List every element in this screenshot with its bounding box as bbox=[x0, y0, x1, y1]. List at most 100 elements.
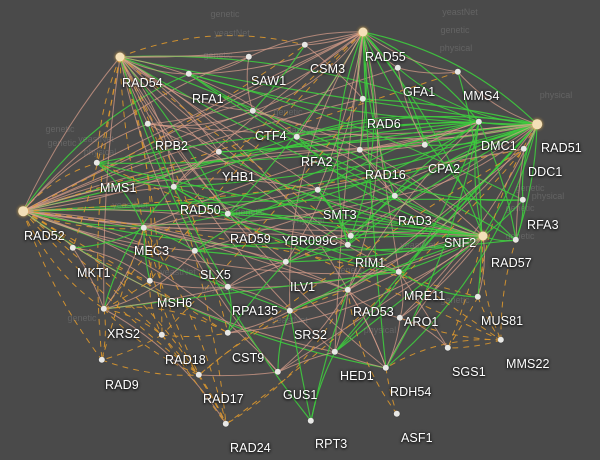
node-hed1[interactable] bbox=[331, 348, 339, 356]
node-rad50[interactable] bbox=[170, 183, 178, 191]
edge-yeastNet[interactable] bbox=[143, 227, 484, 237]
edge-physical[interactable] bbox=[397, 67, 538, 125]
node-msh6[interactable] bbox=[146, 277, 154, 285]
edge-yeastNet[interactable] bbox=[143, 148, 525, 229]
edge-yeastNet[interactable] bbox=[252, 31, 364, 112]
edge-genetic[interactable] bbox=[103, 308, 163, 336]
edge-yeastNet[interactable] bbox=[119, 56, 220, 153]
edge-genetic[interactable] bbox=[22, 210, 200, 376]
edge-genetic[interactable] bbox=[447, 339, 502, 349]
edge-physical[interactable] bbox=[478, 121, 517, 241]
edge-genetic[interactable] bbox=[119, 56, 502, 341]
edge-genetic[interactable] bbox=[481, 235, 502, 341]
node-rdh54[interactable] bbox=[382, 364, 390, 372]
edge-physical[interactable] bbox=[143, 227, 151, 282]
edge-genetic[interactable] bbox=[103, 280, 151, 310]
edge-yeastNet[interactable] bbox=[198, 371, 279, 377]
node-yhb1[interactable] bbox=[215, 148, 223, 156]
node-mre11[interactable] bbox=[395, 268, 403, 276]
edge-genetic[interactable] bbox=[225, 148, 525, 425]
edge-physical[interactable] bbox=[334, 235, 484, 353]
node-rad53[interactable] bbox=[344, 286, 352, 294]
node-mms1[interactable] bbox=[93, 159, 101, 167]
node-rim1[interactable] bbox=[344, 241, 352, 249]
edge-genetic[interactable] bbox=[385, 367, 398, 415]
edge-genetic[interactable] bbox=[101, 359, 200, 376]
node-slx5[interactable] bbox=[191, 247, 199, 255]
edge-yeastNet[interactable] bbox=[252, 110, 538, 140]
edge-genetic[interactable] bbox=[101, 227, 145, 361]
node-rad51[interactable] bbox=[532, 119, 542, 129]
edge-physical[interactable] bbox=[147, 123, 229, 288]
edge-yeastNet[interactable] bbox=[119, 56, 400, 273]
edge-physical[interactable] bbox=[385, 121, 480, 369]
edge-yeastNet[interactable] bbox=[72, 247, 105, 310]
edge-yeastNet[interactable] bbox=[399, 317, 449, 349]
edge-yeastNet[interactable] bbox=[188, 31, 364, 75]
node-gfa1[interactable] bbox=[394, 64, 402, 72]
edge-physical[interactable] bbox=[194, 250, 287, 263]
edge-yeastNet[interactable] bbox=[347, 148, 525, 291]
edge-genetic[interactable] bbox=[161, 98, 364, 336]
edge-physical[interactable] bbox=[362, 31, 387, 369]
edge-physical[interactable] bbox=[285, 244, 349, 263]
edge-yeastNet[interactable] bbox=[277, 351, 336, 373]
edge-physical[interactable] bbox=[194, 189, 319, 252]
edge-yeastNet[interactable] bbox=[22, 56, 121, 212]
edge-physical[interactable] bbox=[347, 123, 538, 246]
node-csm3[interactable] bbox=[301, 41, 309, 49]
edge-physical[interactable] bbox=[334, 121, 480, 353]
edge-yeastNet[interactable] bbox=[103, 308, 227, 425]
edge-yeastNet[interactable] bbox=[334, 31, 364, 353]
edge-genetic[interactable] bbox=[149, 280, 163, 336]
edge-genetic[interactable] bbox=[477, 296, 502, 341]
edge-yeastNet[interactable] bbox=[457, 71, 538, 125]
node-rad55[interactable] bbox=[358, 27, 368, 37]
edge-yeastNet[interactable] bbox=[296, 136, 396, 197]
edge-physical[interactable] bbox=[285, 235, 484, 263]
edge-yeastNet[interactable] bbox=[103, 227, 145, 310]
edge-yeastNet[interactable] bbox=[515, 148, 525, 241]
edge-genetic[interactable] bbox=[22, 210, 229, 334]
node-dmc1[interactable] bbox=[475, 118, 483, 126]
edge-yeastNet[interactable] bbox=[22, 210, 352, 237]
edge-physical[interactable] bbox=[143, 227, 196, 252]
node-rad6[interactable] bbox=[359, 95, 367, 103]
edge-yeastNet[interactable] bbox=[347, 235, 484, 291]
edge-yeastNet[interactable] bbox=[147, 123, 220, 153]
edge-yeastNet[interactable] bbox=[119, 56, 254, 112]
node-rad52[interactable] bbox=[18, 206, 28, 216]
edge-yeastNet[interactable] bbox=[359, 144, 426, 151]
edge-genetic[interactable] bbox=[161, 332, 229, 338]
edge-yeastNet[interactable] bbox=[103, 250, 196, 310]
node-rpb2[interactable] bbox=[144, 120, 152, 128]
edge-genetic[interactable] bbox=[119, 56, 163, 336]
edge-genetic[interactable] bbox=[143, 227, 227, 425]
node-aro1[interactable] bbox=[396, 314, 404, 322]
edge-yeastNet[interactable] bbox=[103, 56, 121, 310]
edge-physical[interactable] bbox=[317, 189, 484, 237]
edge-yeastNet[interactable] bbox=[119, 55, 250, 58]
edge-physical[interactable] bbox=[227, 189, 319, 215]
edge-physical[interactable] bbox=[227, 213, 400, 273]
edge-yeastNet[interactable] bbox=[22, 144, 426, 212]
edge-physical[interactable] bbox=[296, 136, 524, 201]
edge-physical[interactable] bbox=[362, 31, 517, 241]
edge-yeastNet[interactable] bbox=[119, 56, 336, 353]
edge-yeastNet[interactable] bbox=[22, 149, 361, 212]
edge-yeastNet[interactable] bbox=[289, 271, 400, 312]
edge-genetic[interactable] bbox=[347, 289, 398, 415]
edge-yeastNet[interactable] bbox=[359, 149, 484, 237]
edge-genetic[interactable] bbox=[96, 56, 121, 164]
edge-genetic[interactable] bbox=[103, 308, 200, 376]
edge-yeastNet[interactable] bbox=[334, 351, 387, 369]
edge-genetic[interactable] bbox=[447, 296, 479, 349]
node-rad57[interactable] bbox=[512, 236, 520, 244]
edge-yeastNet[interactable] bbox=[119, 56, 279, 373]
node-rad59[interactable] bbox=[224, 210, 232, 218]
edge-yeastNet[interactable] bbox=[399, 235, 484, 319]
edge-yeastNet[interactable] bbox=[397, 67, 426, 146]
edge-physical[interactable] bbox=[119, 56, 517, 241]
node-ybr099c[interactable] bbox=[347, 232, 355, 240]
